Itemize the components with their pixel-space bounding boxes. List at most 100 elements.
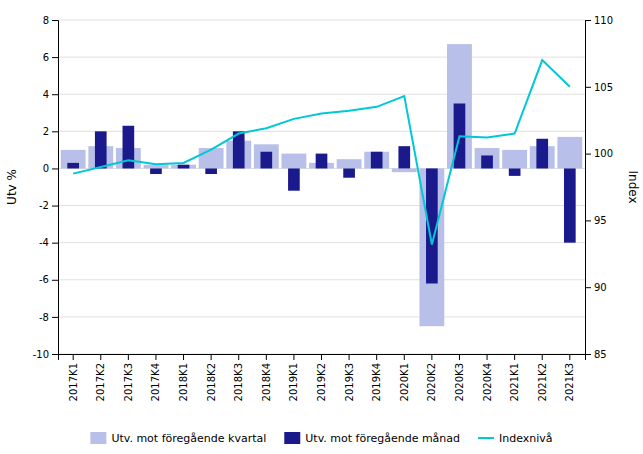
tick: 100 [585,148,613,159]
bar [481,155,493,168]
tick: 2020K1 [399,354,410,401]
tick-mark [211,354,212,360]
bar [337,159,362,168]
bar [260,152,272,169]
line [73,60,570,244]
tick-mark [376,354,377,360]
bar [288,168,300,190]
bar [254,144,279,168]
tick-label: 2020K3 [454,363,465,401]
tick-label: 105 [594,82,613,93]
tick-mark [52,243,58,244]
tick-mark [266,354,267,360]
tick-mark [73,354,74,360]
legend-swatch [478,437,494,439]
tick-label: 0 [43,163,49,174]
tick-mark [128,354,129,360]
y2-axis-title: Index [626,170,640,203]
bar [316,154,328,169]
bar [144,165,169,169]
tick-mark [585,220,591,221]
tick-mark [487,354,488,360]
tick: 2017K4 [150,354,161,401]
tick-label: 2019K3 [344,363,355,401]
tick-label: 2020K2 [426,363,437,401]
tick: 2019K2 [316,354,327,401]
bar [509,168,521,175]
tick: 8 [43,15,58,26]
tick-label: 2019K1 [288,363,299,401]
axis-line [586,21,592,355]
legend-item: Indexnivå [478,432,553,445]
tick-label: -2 [39,200,49,211]
bar [364,152,389,169]
tick: 90 [585,282,607,293]
grid-line [58,316,585,317]
bar [371,152,383,169]
chart: 2017K12017K22017K32017K42018K12018K22018… [0,0,643,454]
tick-label: 2017K2 [95,363,106,401]
bar [557,137,582,169]
legend-item: Utv. mot föregående kvartal [90,432,266,445]
legend-label: Indexnivå [499,432,553,445]
tick-mark [585,287,591,288]
tick: 95 [585,215,607,226]
legend-swatch [90,432,106,444]
tick-mark [585,354,591,355]
tick-mark [585,20,591,21]
bar-series [61,44,582,326]
tick: 2 [43,126,58,137]
bar-series [67,104,575,284]
tick-mark [52,57,58,58]
bar [205,168,217,174]
tick: 2020K4 [482,354,493,401]
tick: -2 [39,200,58,211]
tick-mark [459,354,460,360]
tick: 2021K2 [537,354,548,401]
tick: 2021K1 [509,354,520,401]
tick: 4 [43,89,58,100]
legend-label: Utv. mot föregående månad [305,432,460,445]
bar [536,139,548,169]
tick-label: 95 [594,215,607,226]
grid-line [58,279,585,280]
tick-label: -8 [39,312,49,323]
tick: 2018K4 [261,354,272,401]
tick: 6 [43,52,58,63]
tick-mark [542,354,543,360]
grid-line [58,242,585,243]
tick-mark [52,206,58,207]
tick: 2019K3 [344,354,355,401]
tick-label: 2017K3 [123,363,134,401]
tick-label: 2019K2 [316,363,327,401]
bar [392,168,417,172]
x-axis: 2017K12017K22017K32017K42018K12018K22018… [59,354,586,401]
bar [95,131,107,168]
bar [398,146,410,168]
tick-label: 2018K2 [206,363,217,401]
tick: 105 [585,82,613,93]
grid-line [58,94,585,95]
bar [171,165,196,169]
bar [419,168,444,326]
bar [150,168,162,174]
tick-label: 2020K1 [399,363,410,401]
tick: 2020K3 [454,354,465,401]
tick-label: -4 [39,237,49,248]
tick-mark [52,168,58,169]
y2-axis: 859095100105110 [585,15,613,360]
plot: 2017K12017K22017K32017K42018K12018K22018… [33,15,613,402]
tick: 2020K2 [426,354,437,401]
y-axis-title: Utv % [5,169,19,205]
bar [343,168,355,177]
tick-mark [183,354,184,360]
tick: -10 [33,349,58,360]
tick-mark [569,354,570,360]
bar [61,150,86,169]
tick-mark [293,354,294,360]
tick-label: -10 [33,349,49,360]
y-axis: -10-8-6-4-202468 [33,15,59,360]
tick: 2021K3 [564,354,575,401]
tick: 0 [43,163,58,174]
tick: 2018K1 [178,354,189,401]
